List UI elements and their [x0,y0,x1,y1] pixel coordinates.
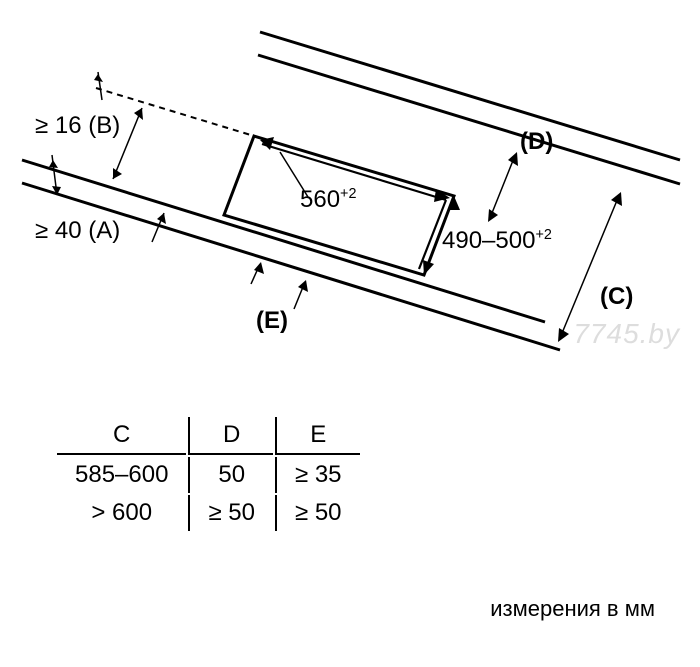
label-E: (E) [256,307,288,335]
table-header: D [188,417,273,455]
label-D: (D) [520,128,553,156]
table-row: > 600 ≥ 50 ≥ 50 [57,495,360,531]
dim-arrow-C [558,192,622,342]
label-560: 560+2 [300,186,356,214]
table-header-row: C D E [57,417,360,455]
table-header: C [57,417,186,455]
label-C: (C) [600,283,633,311]
label-thickness-B: ≥ 16 (B) [35,112,120,140]
technical-diagram [0,0,700,667]
label-490-500: 490–500+2 [442,227,552,255]
worktop-front-edge [22,160,560,350]
table-row: 585–600 50 ≥ 35 [57,457,360,493]
dim-arrow-A [113,108,166,242]
table-header: E [275,417,360,455]
dim-arrow-D [488,152,518,222]
label-gap-A: ≥ 40 (A) [35,217,120,245]
footer-units: измерения в мм [490,596,655,622]
dimension-table: C D E 585–600 50 ≥ 35 > 600 ≥ 50 ≥ 50 [55,415,362,533]
